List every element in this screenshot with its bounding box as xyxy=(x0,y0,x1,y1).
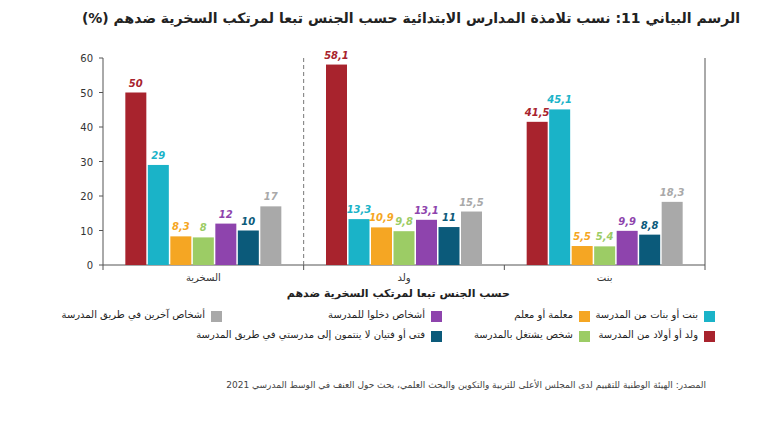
data-label: 8,8 xyxy=(641,220,659,231)
bar xyxy=(594,246,615,265)
legend-label: أشخاص دخلوا للمدرسة xyxy=(328,309,425,320)
data-label: 8 xyxy=(200,222,207,233)
source-note: المصدر: الهيئة الوطنية للتقييم لدى المجل… xyxy=(226,380,706,390)
data-label: 41,5 xyxy=(524,107,550,118)
y-tick xyxy=(99,92,103,93)
legend-label: شخص يشتغل بالمدرسة xyxy=(474,329,573,340)
y-tick-label: 10 xyxy=(80,226,93,237)
legend-swatch xyxy=(431,331,442,342)
bar xyxy=(416,220,437,265)
bar xyxy=(349,219,370,265)
data-label: 58,1 xyxy=(324,50,349,61)
bars xyxy=(125,65,682,265)
legend-label: أشخاص آخرين في طريق المدرسة xyxy=(62,309,205,320)
right-frame-line xyxy=(705,58,706,265)
x-tick xyxy=(303,265,304,270)
title: الرسم البياني 11: نسب تلامذة المدارس الا… xyxy=(82,10,740,26)
y-tick xyxy=(99,196,103,197)
data-label: 13,3 xyxy=(347,204,372,215)
data-label: 15,5 xyxy=(459,197,484,208)
y-tick xyxy=(99,127,103,128)
data-label: 13,1 xyxy=(414,205,439,216)
bar xyxy=(461,212,482,265)
data-labels: 50 58,1 41,5 29 13,3 45,1 8,3 10,9 5,5 8 9,8 5,4 12 1… xyxy=(129,50,685,243)
legend-label: فتى أو فتيان لا ينتمون إلى مدرستي في طري… xyxy=(196,329,425,340)
bar xyxy=(639,235,660,265)
legend-label: ولد أو أولاد من المدرسة xyxy=(598,329,698,340)
data-label: 5,5 xyxy=(573,231,591,242)
bar xyxy=(662,202,683,265)
y-tick xyxy=(99,58,103,59)
bar xyxy=(439,227,460,265)
bar xyxy=(394,231,415,265)
data-label: 17 xyxy=(264,191,278,202)
plot-svg: 0 10 20 30 40 50 60 السخرية ولد بنت 50 58,1 41,5 29 13… xyxy=(0,0,768,434)
data-label: 10 xyxy=(241,216,255,227)
bar xyxy=(238,231,259,266)
y-tick-label: 60 xyxy=(80,53,93,64)
y-tick xyxy=(99,265,103,266)
x-tick xyxy=(103,265,104,270)
legend-swatch xyxy=(431,311,442,322)
data-label: 12 xyxy=(219,209,233,220)
data-label: 18,3 xyxy=(660,187,685,198)
x-axis-label: حسب الجنس تبعا لمرتكب السخرية ضدهم xyxy=(287,287,510,300)
bar xyxy=(260,206,281,265)
x-tick-label: بنت xyxy=(597,272,613,283)
x-tick xyxy=(705,265,706,270)
data-label: 9,8 xyxy=(395,216,413,227)
bar xyxy=(215,224,236,265)
data-label: 29 xyxy=(151,150,165,161)
legend-label: بنت أو بنات من المدرسة xyxy=(595,309,698,320)
bar xyxy=(125,93,146,266)
data-label: 50 xyxy=(129,78,143,89)
y-tick xyxy=(99,230,103,231)
y-tick-label: 30 xyxy=(80,157,93,168)
data-label: 9,9 xyxy=(618,216,636,227)
legend-swatch xyxy=(704,331,715,342)
x-tick xyxy=(504,265,505,270)
bar xyxy=(617,231,638,265)
group-separator xyxy=(303,58,304,265)
bar xyxy=(572,246,593,265)
legend-swatch xyxy=(579,311,590,322)
legend-swatch xyxy=(579,331,590,342)
x-tick-label: السخرية xyxy=(186,272,221,283)
legend-swatch xyxy=(211,311,222,322)
bar xyxy=(170,236,191,265)
bar xyxy=(527,122,548,265)
bar xyxy=(549,109,570,265)
legend-label: معلمة أو معلم xyxy=(514,309,573,320)
y-tick-label: 50 xyxy=(80,88,93,99)
data-label: 8,3 xyxy=(172,221,190,232)
data-label: 45,1 xyxy=(546,94,572,105)
bar xyxy=(371,227,392,265)
y-tick-label: 0 xyxy=(87,260,93,271)
y-tick xyxy=(99,161,103,162)
y-tick-label: 20 xyxy=(80,191,93,202)
data-label: 10,9 xyxy=(369,212,394,223)
data-label: 5,4 xyxy=(596,231,614,242)
bar xyxy=(193,237,214,265)
bar xyxy=(326,65,347,265)
bar xyxy=(148,165,169,265)
y-tick-label: 40 xyxy=(80,122,93,133)
x-tick-label: ولد xyxy=(397,272,410,284)
chart-root: الرسم البياني 11: نسب تلامذة المدارس الا… xyxy=(0,0,768,434)
data-label: 11 xyxy=(442,212,456,223)
legend-swatch xyxy=(704,311,715,322)
